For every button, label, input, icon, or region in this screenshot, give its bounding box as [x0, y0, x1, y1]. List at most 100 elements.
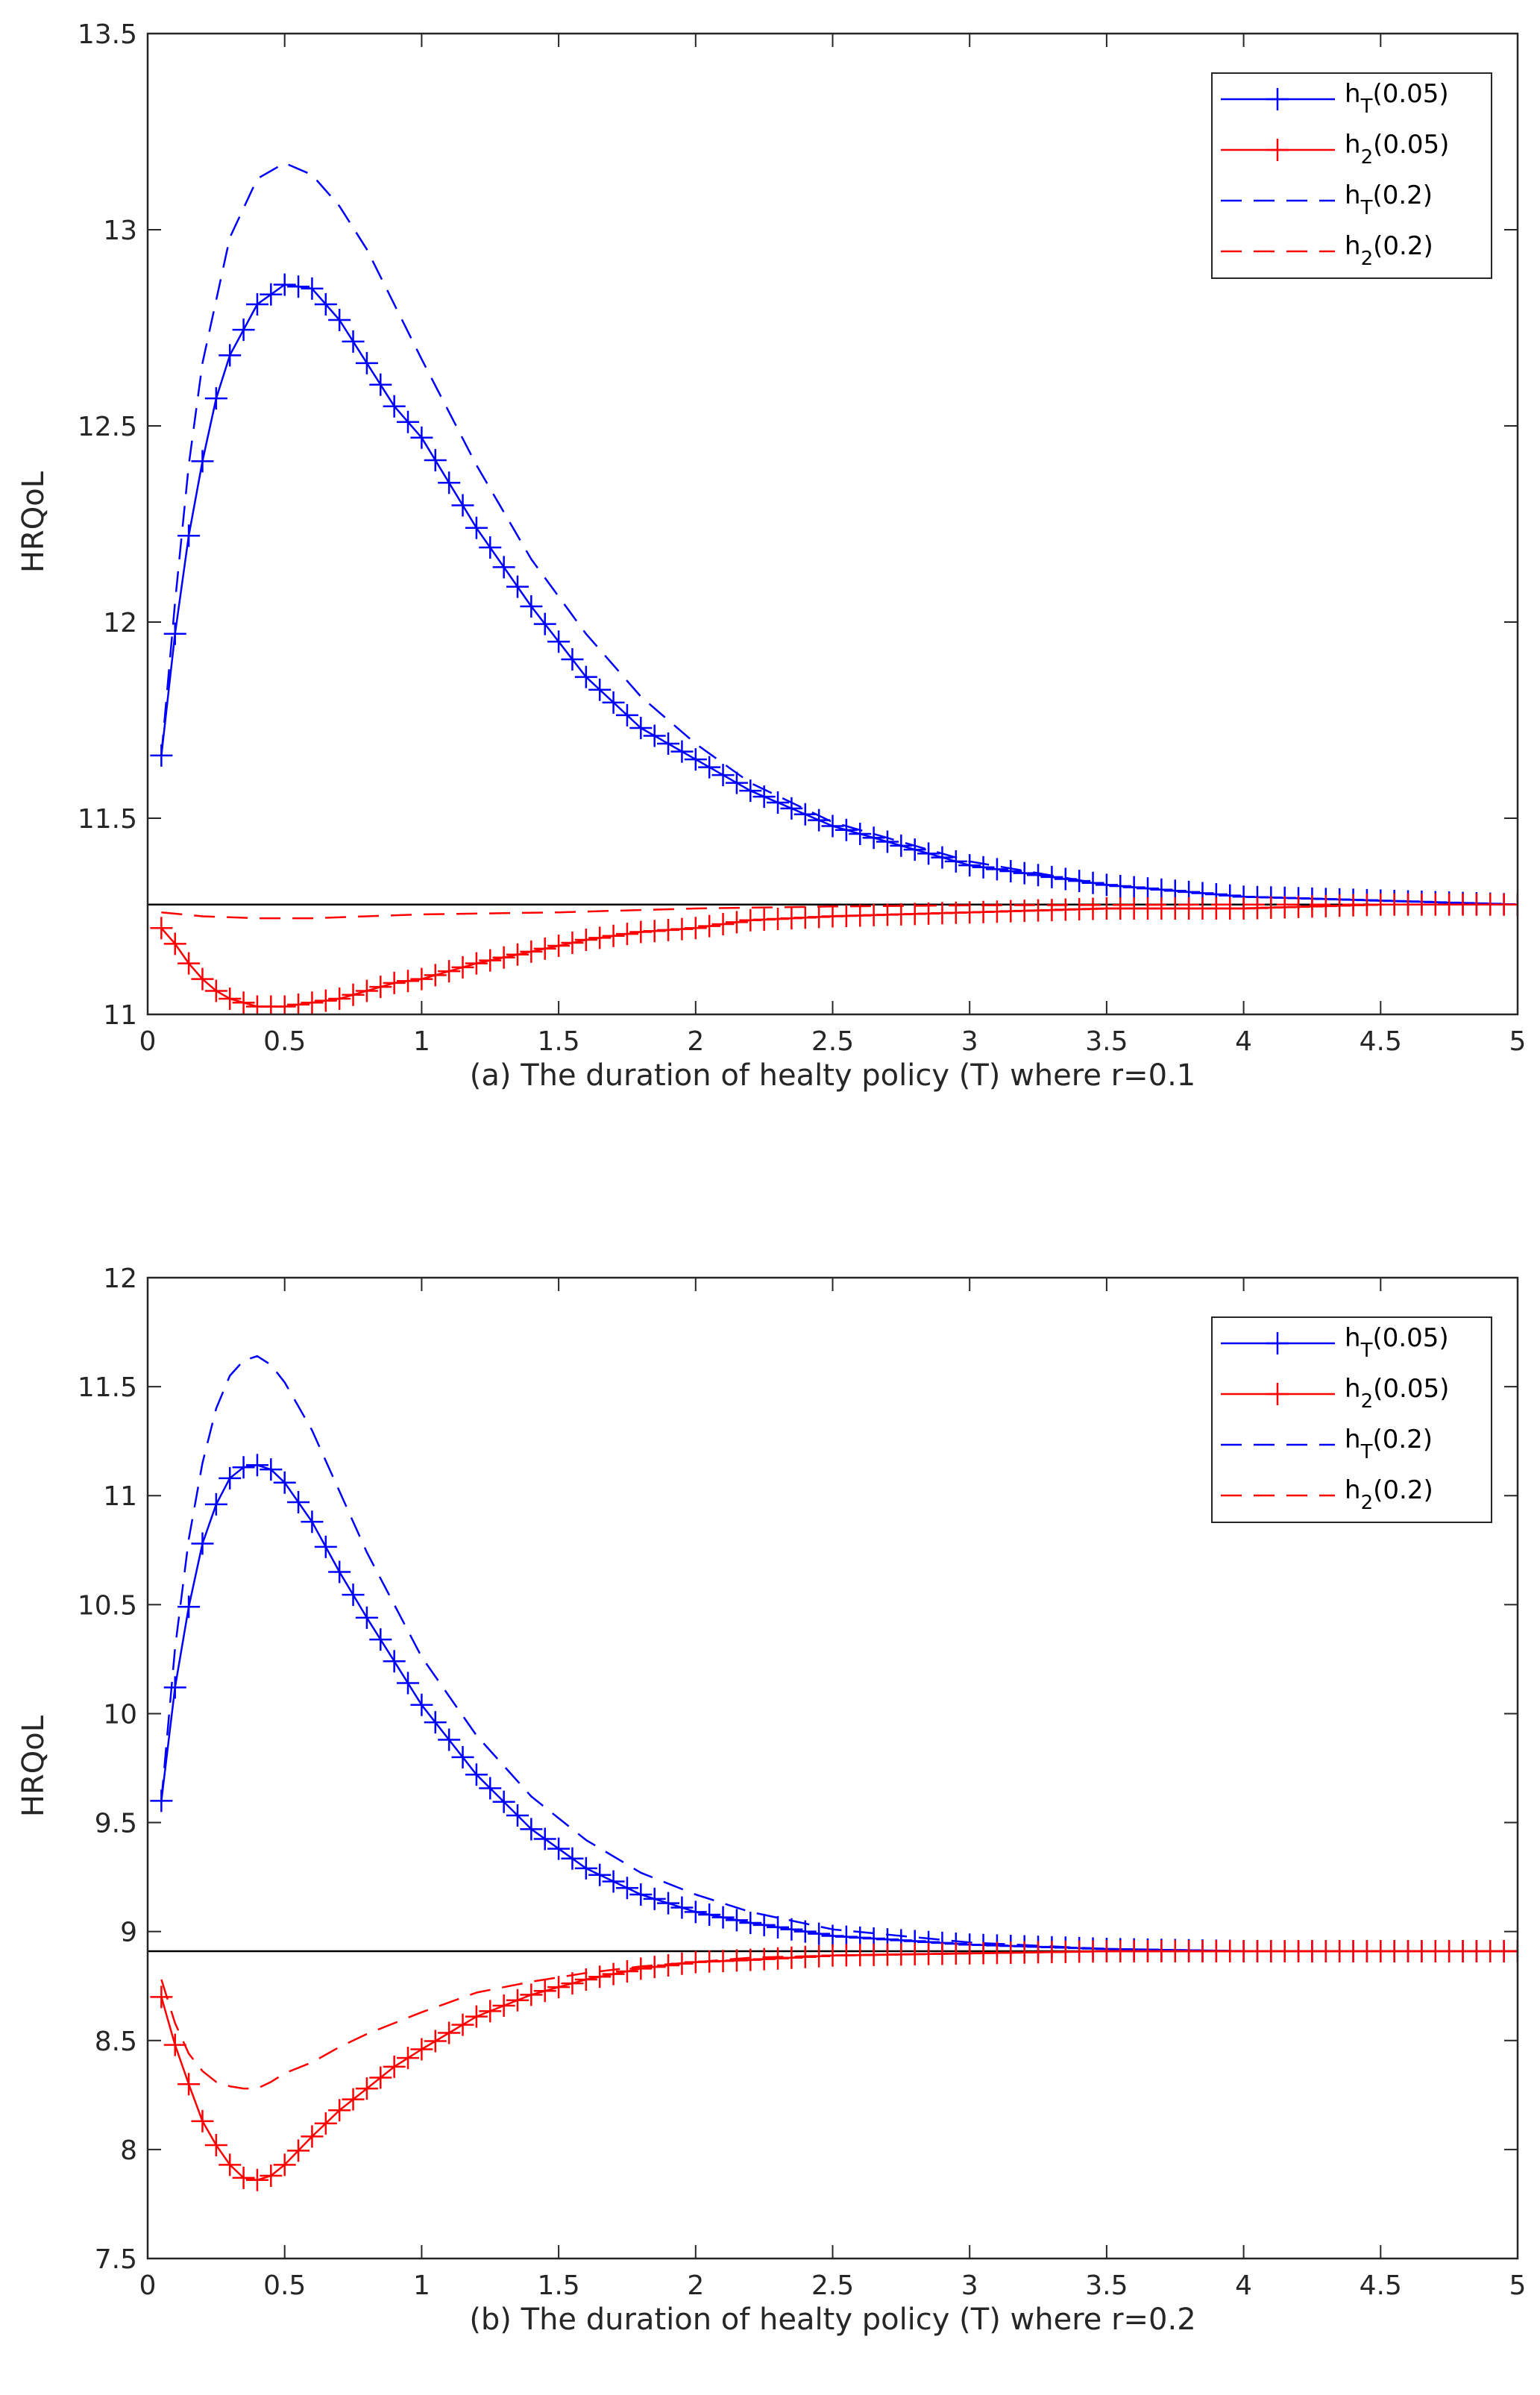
legend-label: hT(0.2) [1345, 181, 1433, 219]
marker-hT(0.05) [643, 724, 666, 747]
marker-h2(0.05) [314, 2112, 337, 2135]
marker-hT(0.05) [397, 410, 420, 433]
y-tick-label: 12.5 [78, 412, 137, 442]
marker-h2(0.05) [547, 1976, 571, 1999]
marker-hT(0.05) [725, 1909, 748, 1932]
marker-hT(0.05) [767, 1915, 790, 1939]
marker-hT(0.05) [1137, 877, 1160, 900]
marker-hT(0.05) [369, 373, 392, 396]
marker-h2(0.05) [424, 2030, 447, 2053]
x-axis-label: (b) The duration of healty policy (T) wh… [469, 2303, 1195, 2337]
marker-hT(0.05) [397, 1672, 420, 1695]
series-line-h2(0.2) [161, 903, 1518, 920]
marker-hT(0.05) [670, 740, 694, 763]
panel-a: 0 0.5 1 1.5 2 2.5 3 3.5 4 4.5 51111.51212.51313.5(… [16, 19, 1526, 1093]
marker-h2(0.05) [629, 1957, 653, 1980]
marker-hT(0.05) [890, 834, 913, 857]
marker-h2(0.05) [506, 943, 529, 966]
marker-hT(0.05) [506, 1804, 529, 1827]
legend-label-arg: (0.2) [1373, 1475, 1433, 1505]
marker-h2(0.05) [301, 2125, 324, 2148]
marker-hT(0.05) [1068, 870, 1091, 893]
marker-hT(0.05) [520, 1818, 543, 1841]
x-tick-label: 3.5 [1085, 1026, 1128, 1057]
marker-hT(0.05) [163, 622, 186, 645]
marker-hT(0.05) [917, 842, 940, 865]
marker-h2(0.05) [492, 946, 515, 969]
marker-hT(0.05) [752, 785, 776, 809]
legend-marker [1266, 1383, 1289, 1405]
marker-hT(0.05) [547, 630, 571, 653]
x-tick-label: 1.5 [537, 2270, 579, 2301]
x-tick-label: 1.5 [537, 1026, 579, 1057]
legend: hT(0.05)h2(0.05)hT(0.2)h2(0.2) [1211, 72, 1492, 279]
legend-label: hT(0.05) [1345, 1323, 1449, 1362]
legend-label-base: h [1345, 1425, 1361, 1454]
marker-hT(0.05) [410, 426, 433, 449]
marker-h2(0.05) [301, 991, 324, 1014]
marker-hT(0.05) [985, 858, 1008, 881]
y-tick-label: 13 [103, 216, 137, 246]
marker-hT(0.05) [204, 1492, 227, 1516]
marker-hT(0.05) [355, 351, 378, 374]
marker-hT(0.05) [739, 779, 762, 803]
marker-h2(0.05) [670, 917, 694, 941]
marker-hT(0.05) [369, 1628, 392, 1651]
y-axis-label: HRQoL [16, 471, 51, 573]
marker-hT(0.05) [506, 575, 529, 598]
panel-b: 0 0.5 1 1.5 2 2.5 3 3.5 4 4.5 57.588.599.51010.511… [16, 1264, 1526, 2337]
legend-label-arg: (0.05) [1373, 1374, 1449, 1404]
marker-hT(0.05) [177, 524, 201, 547]
plot-area [148, 1355, 1518, 2191]
marker-h2(0.05) [355, 2077, 378, 2100]
marker-hT(0.05) [150, 1789, 173, 1812]
marker-hT(0.05) [767, 791, 790, 814]
marker-h2(0.05) [328, 2099, 351, 2122]
marker-h2(0.05) [588, 926, 612, 949]
marker-h2(0.05) [245, 2168, 268, 2191]
marker-hT(0.05) [849, 823, 872, 846]
marker-h2(0.05) [465, 952, 488, 975]
marker-h2(0.05) [383, 971, 406, 994]
marker-hT(0.05) [314, 292, 337, 316]
marker-h2(0.05) [561, 1972, 584, 1995]
marker-h2(0.05) [397, 970, 420, 993]
marker-h2(0.05) [369, 976, 392, 999]
legend-label: h2(0.05) [1345, 1374, 1449, 1413]
legend-marker [1266, 139, 1289, 161]
marker-hT(0.05) [574, 665, 597, 688]
marker-hT(0.05) [1040, 865, 1063, 888]
marker-hT(0.05) [273, 1471, 296, 1494]
marker-h2(0.05) [725, 911, 748, 934]
y-tick-label: 13.5 [78, 19, 137, 50]
marker-hT(0.05) [780, 797, 803, 820]
y-tick-label: 12 [103, 1264, 137, 1294]
marker-hT(0.05) [684, 748, 707, 771]
legend-label-sub: 2 [1361, 248, 1374, 270]
marker-hT(0.05) [424, 1711, 447, 1734]
marker-hT(0.05) [355, 1606, 378, 1629]
legend-label-arg: (0.05) [1372, 1323, 1448, 1353]
plot-area [148, 162, 1518, 1014]
legend-label-base: h [1345, 79, 1361, 109]
marker-hT(0.05) [533, 612, 556, 635]
x-tick-label: 4.5 [1360, 2270, 1402, 2301]
x-tick-label: 3 [961, 1026, 978, 1057]
marker-h2(0.05) [163, 2033, 186, 2056]
marker-hT(0.05) [698, 756, 721, 779]
marker-h2(0.05) [657, 1953, 680, 1977]
marker-hT(0.05) [479, 1777, 502, 1800]
legend-label-arg: (0.2) [1373, 231, 1433, 261]
marker-h2(0.05) [355, 979, 378, 1002]
marker-h2(0.05) [150, 917, 173, 940]
legend-label-sub: T [1360, 95, 1373, 118]
marker-hT(0.05) [150, 744, 173, 767]
marker-hT(0.05) [260, 1458, 283, 1481]
x-tick-label: 0.5 [263, 1026, 306, 1057]
legend-label-arg: (0.2) [1372, 1425, 1433, 1454]
marker-hT(0.05) [615, 703, 638, 726]
marker-hT(0.05) [1081, 871, 1104, 894]
legend-label-base: h [1345, 1374, 1361, 1404]
marker-hT(0.05) [492, 1790, 515, 1813]
legend-marker [1266, 1332, 1289, 1355]
